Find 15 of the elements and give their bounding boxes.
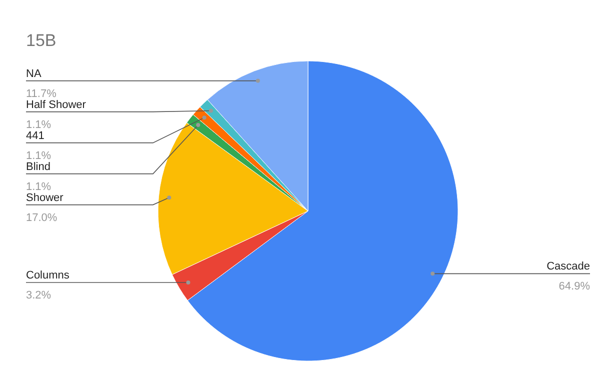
data-label: 3.2%	[26, 290, 52, 302]
data-label: 1.1%	[26, 180, 52, 193]
slice-label: 441	[26, 130, 44, 142]
data-label: 11.7%	[26, 88, 57, 100]
slice-label: Columns	[26, 270, 70, 282]
slice-label: Half Shower	[26, 98, 86, 111]
data-label: 17.0%	[26, 212, 58, 224]
slice-label: Shower	[26, 192, 64, 204]
slice-label: Blind	[26, 160, 50, 173]
slice-label: NA	[26, 68, 42, 80]
data-label: 1.1%	[26, 118, 52, 131]
data-label: 1.1%	[26, 150, 52, 162]
chart-title: 15B	[26, 31, 56, 50]
data-label: 64.9%	[558, 280, 590, 293]
slice-label: Cascade	[546, 260, 590, 273]
